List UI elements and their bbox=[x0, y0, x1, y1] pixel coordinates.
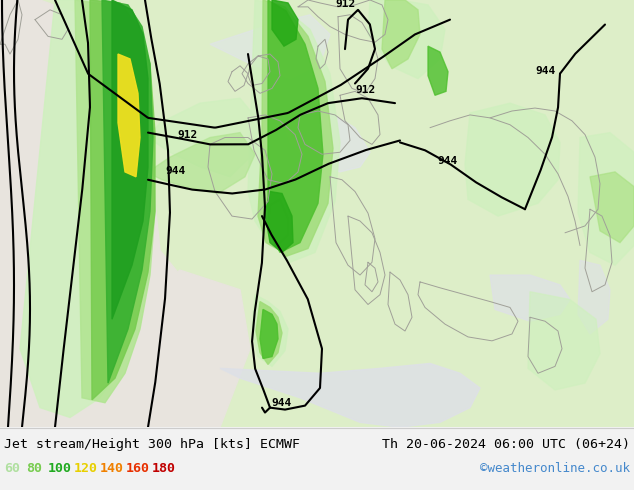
Text: 944: 944 bbox=[438, 156, 458, 166]
Text: 912: 912 bbox=[335, 0, 355, 9]
Polygon shape bbox=[20, 0, 148, 417]
Polygon shape bbox=[368, 0, 445, 78]
Text: 60: 60 bbox=[4, 462, 20, 475]
Polygon shape bbox=[578, 133, 634, 265]
Text: 912: 912 bbox=[178, 129, 198, 140]
Text: 912: 912 bbox=[355, 85, 375, 96]
Text: ©weatheronline.co.uk: ©weatheronline.co.uk bbox=[480, 462, 630, 475]
Polygon shape bbox=[528, 292, 600, 390]
Polygon shape bbox=[258, 0, 333, 256]
Text: 160: 160 bbox=[126, 462, 150, 475]
Polygon shape bbox=[590, 172, 634, 243]
Polygon shape bbox=[0, 250, 220, 427]
Polygon shape bbox=[260, 309, 278, 359]
Polygon shape bbox=[0, 270, 250, 427]
Text: 120: 120 bbox=[74, 462, 98, 475]
Polygon shape bbox=[118, 54, 140, 177]
Text: 944: 944 bbox=[535, 66, 555, 75]
Polygon shape bbox=[102, 0, 153, 383]
Polygon shape bbox=[285, 113, 370, 172]
Polygon shape bbox=[465, 103, 560, 216]
Polygon shape bbox=[428, 46, 448, 95]
Text: 180: 180 bbox=[152, 462, 176, 475]
Polygon shape bbox=[272, 0, 298, 46]
Text: Jet stream/Height 300 hPa [kts] ECMWF: Jet stream/Height 300 hPa [kts] ECMWF bbox=[4, 438, 300, 451]
Polygon shape bbox=[248, 0, 340, 262]
Polygon shape bbox=[220, 364, 480, 427]
Polygon shape bbox=[256, 301, 282, 365]
Text: 140: 140 bbox=[100, 462, 124, 475]
Polygon shape bbox=[265, 192, 293, 252]
Polygon shape bbox=[148, 98, 260, 177]
Text: 100: 100 bbox=[48, 462, 72, 475]
Polygon shape bbox=[268, 0, 323, 252]
Polygon shape bbox=[148, 133, 255, 194]
Polygon shape bbox=[75, 0, 155, 403]
Text: 80: 80 bbox=[26, 462, 42, 475]
Polygon shape bbox=[210, 15, 330, 78]
Polygon shape bbox=[382, 0, 420, 69]
Polygon shape bbox=[0, 0, 160, 427]
Polygon shape bbox=[112, 0, 148, 319]
Polygon shape bbox=[490, 275, 570, 321]
Polygon shape bbox=[90, 0, 155, 400]
Text: 944: 944 bbox=[165, 166, 185, 176]
Text: 944: 944 bbox=[272, 398, 292, 408]
Polygon shape bbox=[252, 294, 288, 367]
Text: Th 20-06-2024 06:00 UTC (06+24): Th 20-06-2024 06:00 UTC (06+24) bbox=[382, 438, 630, 451]
Polygon shape bbox=[578, 260, 610, 334]
